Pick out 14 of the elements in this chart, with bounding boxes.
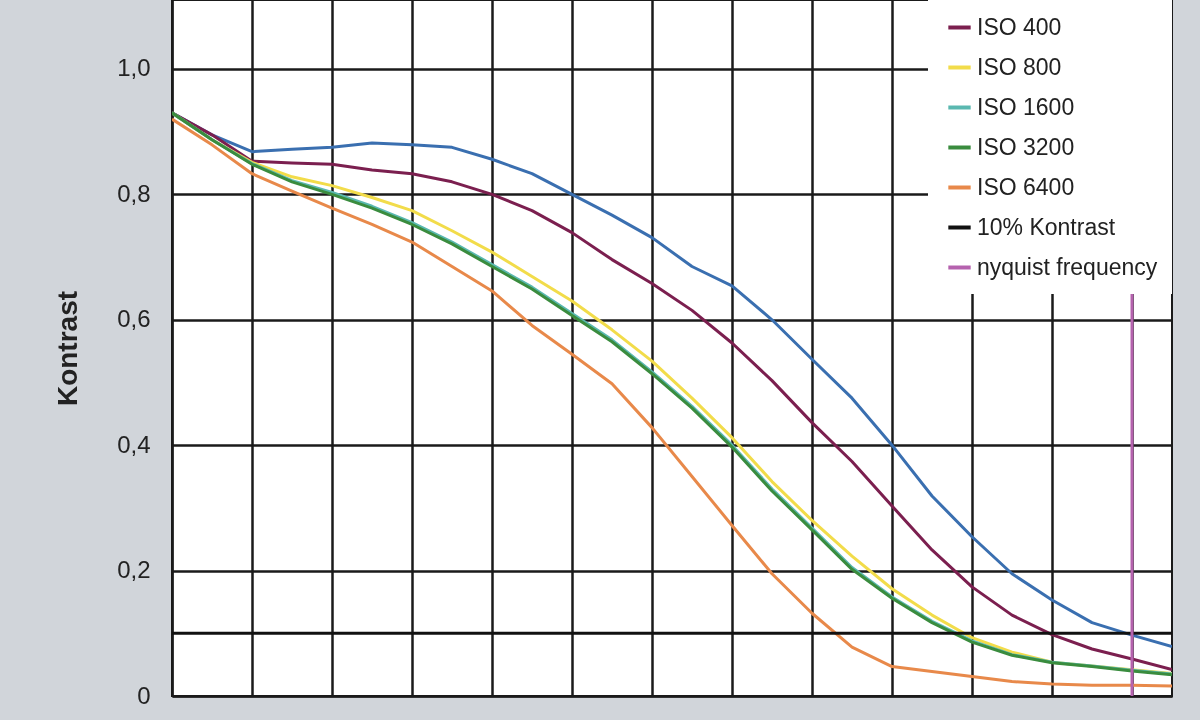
- legend-label: ISO 3200: [977, 133, 1075, 160]
- y-tick-label: 0,6: [117, 305, 151, 333]
- y-tick-label: 1,0: [117, 54, 151, 82]
- legend-label: 10% Kontrast: [977, 213, 1116, 240]
- y-tick-label: 0,8: [117, 179, 151, 207]
- y-axis-title: Kontrast: [52, 290, 84, 407]
- y-tick-label: 0: [137, 681, 151, 709]
- y-tick-label: 0,2: [117, 556, 151, 584]
- legend-label: ISO 1600: [977, 93, 1075, 120]
- y-tick-label: 0,4: [117, 430, 151, 458]
- legend-label: ISO 400: [977, 13, 1062, 40]
- legend-label: ISO 6400: [977, 173, 1075, 200]
- text: nyquist frequency: [977, 253, 1158, 280]
- legend-label: ISO 800: [977, 53, 1062, 80]
